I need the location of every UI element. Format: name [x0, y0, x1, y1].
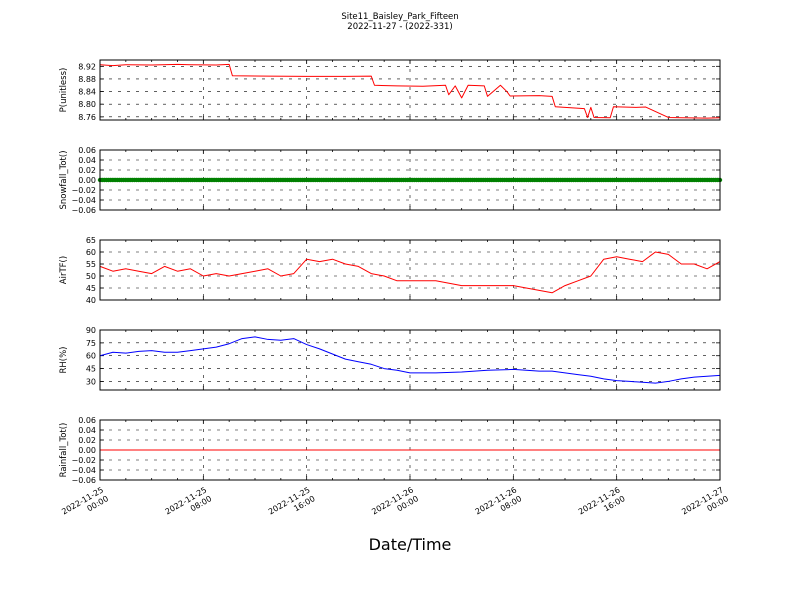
y-tick-label: 45: [86, 284, 96, 293]
y-tick-label: 0.04: [78, 426, 96, 435]
subplot-4: 30 45 60 75 90 RH(%): [59, 326, 721, 391]
series-line: [99, 336, 721, 384]
y-tick-label: −0.06: [71, 476, 96, 485]
y-tick-label: 40: [86, 296, 96, 305]
y-axis-label: AirTF(): [59, 256, 69, 284]
y-tick-label: 30: [86, 377, 96, 386]
y-tick-label: 8.80: [78, 100, 96, 109]
y-tick-label: 0.04: [78, 156, 96, 165]
y-tick-label: 0.02: [78, 166, 96, 175]
y-tick-label: 8.88: [78, 75, 96, 84]
chart-title: Site11_Baisley_Park_Fifteen: [341, 12, 458, 22]
y-tick-label: 0.00: [78, 446, 96, 455]
y-tick-label: 8.92: [78, 62, 96, 71]
y-tick-label: 8.76: [78, 113, 96, 122]
y-axis-label: P(unitless): [59, 68, 69, 113]
y-tick-label: 45: [86, 365, 96, 374]
y-tick-label: −0.04: [71, 196, 96, 205]
y-axis-label: RH(%): [59, 346, 69, 373]
y-tick-label: 8.84: [78, 88, 96, 97]
plot-frame: [99, 239, 721, 301]
subplot-2: −0.06−0.04−0.020.000.020.040.06 Snowfall_…: [59, 146, 723, 215]
y-tick-label: 0.06: [78, 416, 96, 425]
chart-subtitle: 2022-11-27 - (2022-331): [347, 22, 452, 32]
y-tick-label: 60: [86, 352, 96, 361]
y-tick-label: 90: [86, 326, 96, 335]
y-tick-label: 0.06: [78, 146, 96, 155]
y-tick-label: −0.02: [71, 456, 96, 465]
y-tick-label: −0.06: [71, 206, 96, 215]
y-tick-label: 0.02: [78, 436, 96, 445]
x-axis-label: Date/Time: [369, 535, 452, 554]
y-tick-label: −0.04: [71, 466, 96, 475]
plot-frame: [99, 329, 721, 391]
y-axis-label: Snowfall_Tot(): [59, 150, 69, 209]
y-tick-label: 50: [86, 272, 96, 281]
series-line: [99, 251, 721, 294]
y-tick-label: 0.00: [78, 176, 96, 185]
y-tick-label: 60: [86, 248, 96, 257]
series-line: [99, 63, 721, 119]
plot-frame: [99, 59, 721, 121]
subplots: 8.768.808.848.888.92P(unitless)−0.06−0.0…: [59, 59, 730, 516]
subplot-1: 8.76 8.80 8.84 8.88 8.92 P(unitless): [59, 59, 721, 122]
y-tick-label: 55: [86, 260, 96, 269]
y-tick-label: 75: [86, 339, 96, 348]
y-axis-label: Rainfall_Tot(): [59, 423, 69, 478]
y-tick-label: −0.02: [71, 186, 96, 195]
plot-frame: [99, 149, 721, 211]
plot-frame: [99, 419, 721, 481]
subplot-5: −0.06−0.04−0.020.000.020.040.06 Rainfall_…: [59, 416, 721, 485]
subplot-3: 40 45 50 55 60 65 AirTF(): [59, 236, 721, 305]
y-tick-label: 65: [86, 236, 96, 245]
